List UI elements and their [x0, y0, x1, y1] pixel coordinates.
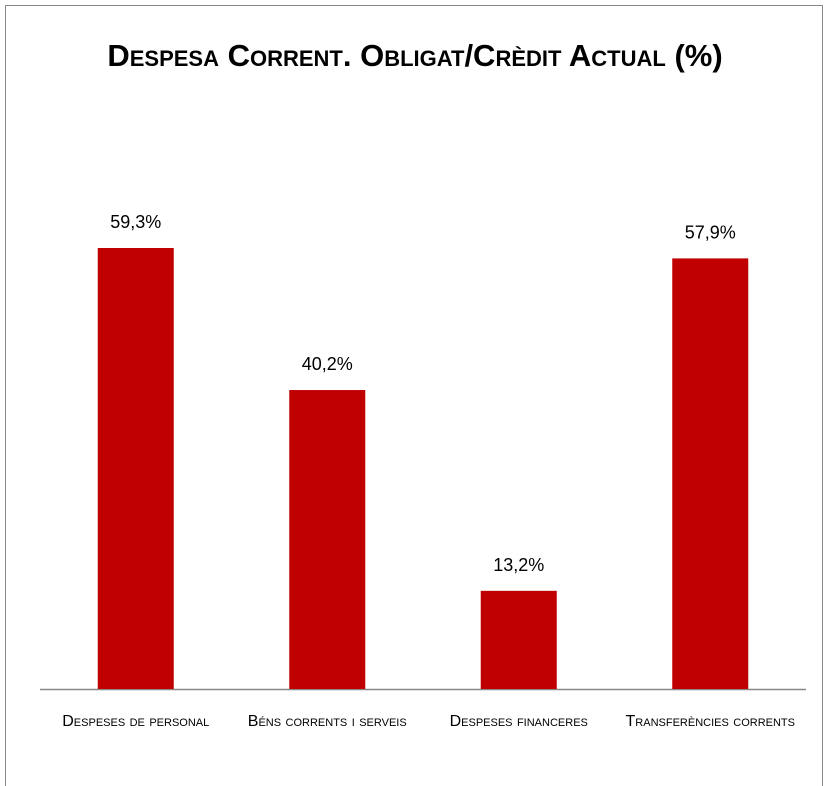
x-tick-label: Béns corrents i serveis [247, 713, 407, 730]
x-tick-label: Transferències corrents [625, 713, 795, 730]
bar [480, 590, 557, 689]
chart-frame [5, 5, 823, 786]
value-label: 57,9% [685, 222, 736, 242]
value-label: 59,3% [110, 212, 161, 232]
value-label: 13,2% [493, 555, 544, 575]
value-label: 40,2% [302, 354, 353, 374]
x-tick-label: Despeses financeres [449, 713, 588, 730]
bar [289, 390, 366, 689]
bar [97, 247, 174, 689]
x-tick-label: Despeses de personal [62, 713, 210, 730]
bar [672, 258, 749, 689]
chart-title: Despesa Corrent. Obligat/Crèdit Actual (… [107, 38, 723, 73]
